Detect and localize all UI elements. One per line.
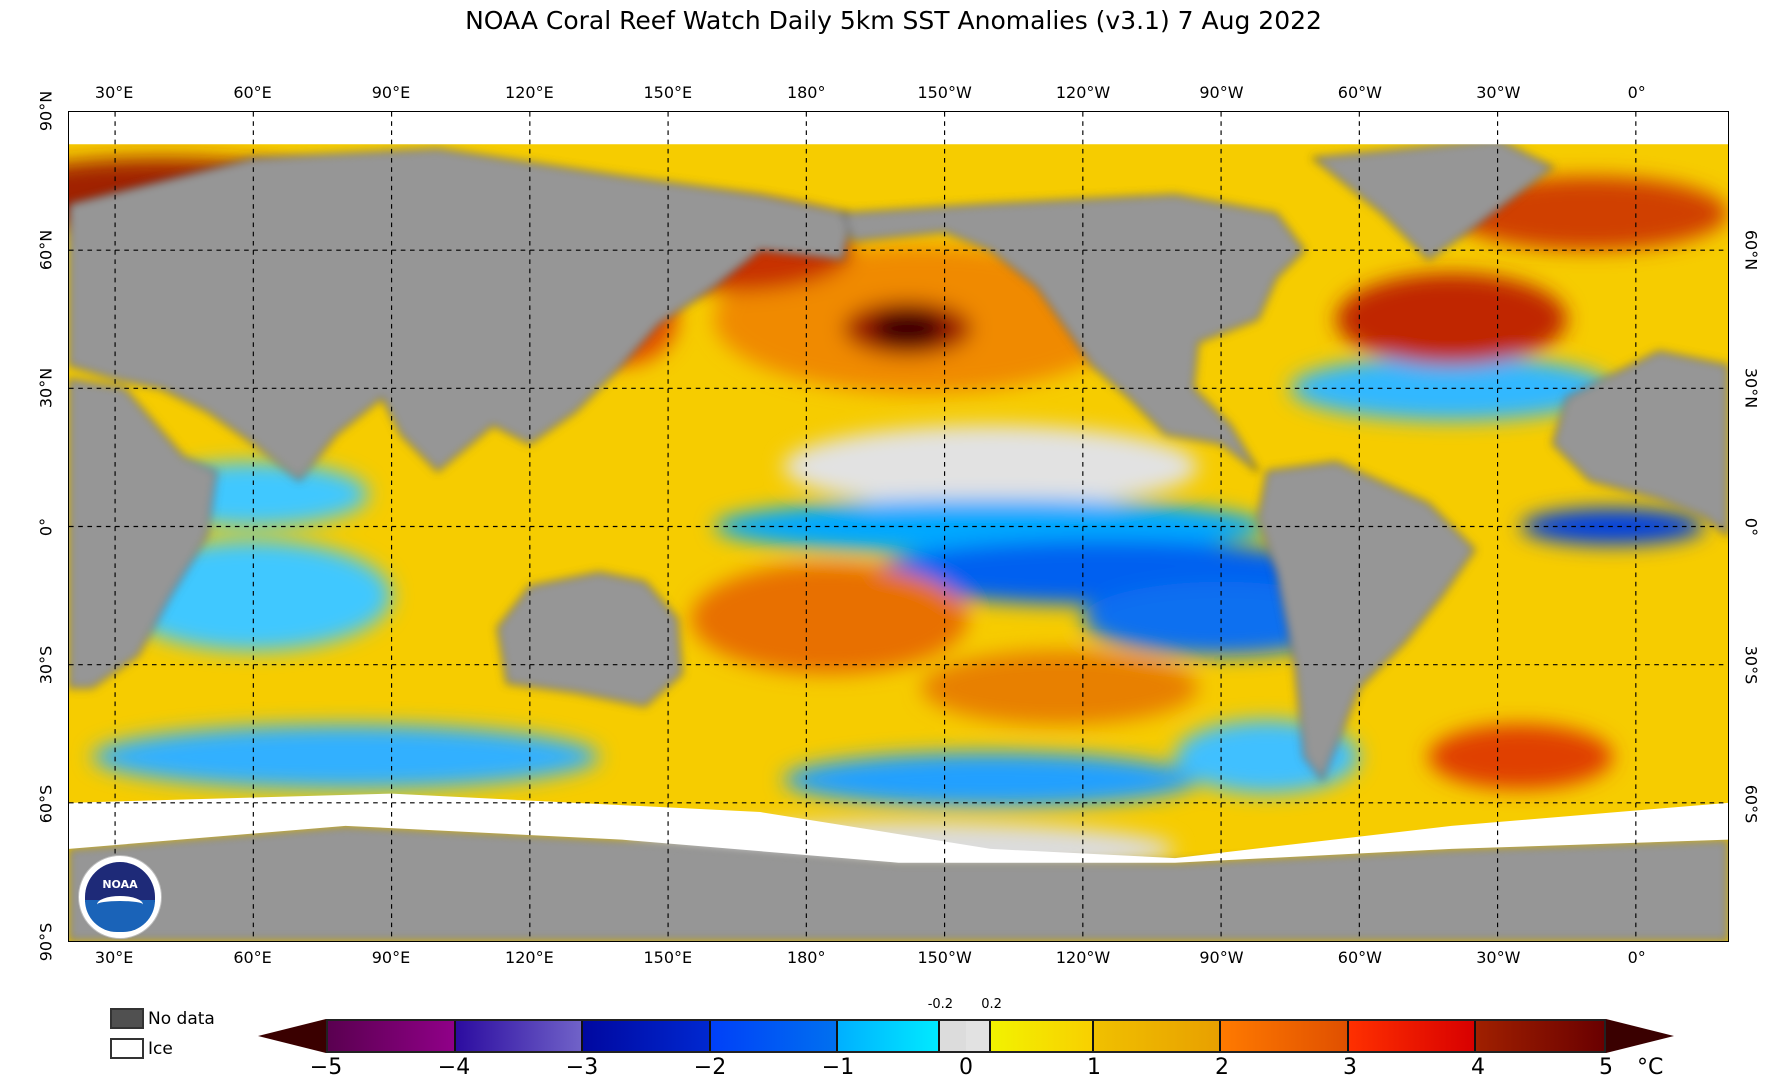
no-data-label: No data bbox=[148, 1008, 215, 1029]
latitude-label: 30°S bbox=[1741, 645, 1761, 685]
longitude-label: 180° bbox=[786, 83, 826, 102]
sst-anomaly-map bbox=[68, 111, 1729, 942]
ice-label: Ice bbox=[148, 1038, 173, 1059]
latitude-label: 60°S bbox=[36, 784, 56, 823]
longitude-label: 150°W bbox=[917, 83, 972, 102]
latitude-label: 60°N bbox=[36, 229, 56, 270]
longitude-label: 120°E bbox=[505, 948, 554, 967]
sea-ice bbox=[69, 112, 1728, 863]
colorbar-segment bbox=[965, 1021, 992, 1051]
longitude-label: 90°E bbox=[371, 83, 411, 102]
latitude-label: 30°S bbox=[36, 645, 56, 685]
longitude-label: 150°E bbox=[643, 948, 693, 967]
longitude-label: 90°W bbox=[1199, 948, 1244, 967]
colorbar-tick-label: 2 bbox=[1215, 1055, 1229, 1080]
colorbar-segment bbox=[328, 1021, 456, 1051]
legend-ice: Ice bbox=[110, 1038, 173, 1059]
legend-no-data: No data bbox=[110, 1008, 215, 1029]
no-data-swatch bbox=[110, 1008, 144, 1029]
latitude-label: 60°N bbox=[1741, 229, 1761, 270]
colorbar-segment bbox=[838, 1021, 941, 1051]
ice-swatch bbox=[110, 1038, 144, 1059]
colorbar-tick-label: −3 bbox=[565, 1055, 599, 1080]
colorbar-segment bbox=[1221, 1021, 1349, 1051]
latitude-label: 30°N bbox=[1741, 367, 1761, 409]
latitude-label: 90°N bbox=[36, 90, 56, 132]
longitude-label: 180° bbox=[786, 948, 826, 967]
longitude-label: 60°W bbox=[1337, 948, 1382, 967]
colorbar-tick-label: −2 bbox=[693, 1055, 727, 1080]
colorbar-extension-high bbox=[1606, 1019, 1674, 1053]
colorbar-tick-label: 0 bbox=[959, 1055, 973, 1080]
colorbar-segment bbox=[1476, 1021, 1604, 1051]
colorbar-tick-label: 1 bbox=[1087, 1055, 1101, 1080]
latitude-label: 60°S bbox=[1741, 784, 1761, 823]
latitude-label: 0° bbox=[36, 517, 56, 536]
longitude-label: 150°W bbox=[917, 948, 972, 967]
colorbar-segment bbox=[940, 1021, 966, 1051]
noaa-logo-text: NOAA bbox=[102, 878, 138, 891]
colorbar-segment bbox=[1093, 1021, 1222, 1051]
longitude-label: 150°E bbox=[643, 83, 693, 102]
colorbar-tick-label: −5 bbox=[309, 1055, 343, 1080]
longitude-label: 120°E bbox=[505, 83, 554, 102]
longitude-label: 120°W bbox=[1055, 83, 1111, 102]
longitude-label: 60°W bbox=[1337, 83, 1382, 102]
longitude-label: 90°W bbox=[1199, 83, 1244, 102]
longitude-label: 30°W bbox=[1476, 948, 1521, 967]
colorbar-tick-label: −4 bbox=[437, 1055, 471, 1080]
longitude-label: 60°E bbox=[233, 948, 272, 967]
latitude-label: 0° bbox=[1741, 517, 1761, 536]
colorbar-segment bbox=[1348, 1021, 1477, 1051]
colorbar-tick-label: 4 bbox=[1471, 1055, 1485, 1080]
land-masses bbox=[69, 138, 1728, 941]
longitude-label: 30°E bbox=[94, 948, 134, 967]
colorbar bbox=[326, 1019, 1606, 1053]
longitude-label: 120°W bbox=[1055, 948, 1111, 967]
colorbar-small-tick-label: -0.2 bbox=[927, 997, 954, 1012]
longitude-label: 0° bbox=[1627, 83, 1646, 102]
longitude-label: 30°E bbox=[94, 83, 134, 102]
colorbar-extension-low bbox=[258, 1019, 326, 1053]
colorbar-small-tick-label: 0.2 bbox=[981, 997, 1002, 1012]
colorbar-segment bbox=[710, 1021, 839, 1051]
colorbar-tick-label: 5 bbox=[1599, 1055, 1613, 1080]
graticule bbox=[69, 112, 1728, 941]
colorbar-unit: °C bbox=[1637, 1055, 1664, 1080]
colorbar-segment bbox=[455, 1021, 584, 1051]
colorbar-tick-label: −1 bbox=[821, 1055, 855, 1080]
map-title: NOAA Coral Reef Watch Daily 5km SST Anom… bbox=[465, 6, 1322, 35]
latitude-label: 90°S bbox=[36, 922, 56, 962]
colorbar-segment bbox=[583, 1021, 711, 1051]
colorbar-tick-label: 3 bbox=[1343, 1055, 1357, 1080]
colorbar-segment bbox=[991, 1021, 1094, 1051]
latitude-label: 30°N bbox=[36, 367, 56, 409]
longitude-label: 90°E bbox=[371, 948, 411, 967]
noaa-logo: NOAA bbox=[78, 855, 162, 939]
longitude-label: 60°E bbox=[233, 83, 272, 102]
longitude-label: 0° bbox=[1627, 948, 1646, 967]
longitude-label: 30°W bbox=[1476, 83, 1521, 102]
